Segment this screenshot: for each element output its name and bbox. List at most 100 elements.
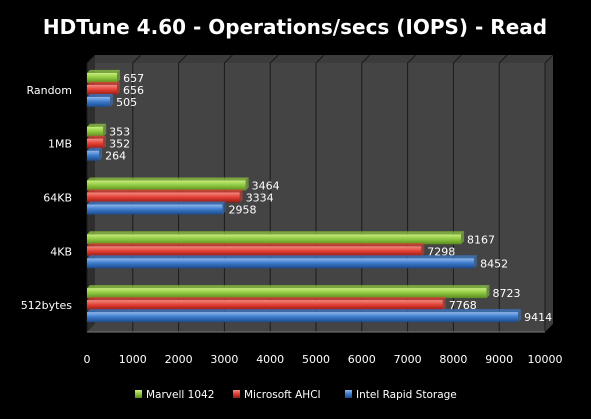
data-label: 8167 — [467, 233, 495, 246]
bar-top — [87, 201, 226, 205]
gridline-depth — [269, 54, 279, 64]
x-tick-label: 10000 — [528, 353, 563, 366]
data-label: 8452 — [480, 257, 508, 270]
bar-end — [461, 231, 465, 245]
bar — [87, 123, 107, 137]
bar-front — [87, 72, 118, 83]
y-category-label: 1MB — [48, 138, 72, 151]
x-tick-label: 6000 — [348, 353, 376, 366]
bar-front — [87, 246, 422, 257]
plot-area: 0 1000 2000 3000 4000 5000 6000 7000 8000 9000 100… — [21, 54, 563, 366]
bar-end — [518, 309, 522, 323]
bar-front — [87, 312, 519, 323]
gridline-depth — [544, 54, 554, 64]
data-label: 3334 — [246, 192, 274, 205]
bar-top — [87, 309, 522, 313]
x-tick-label: 9000 — [485, 353, 513, 366]
legend-label: Microsoft AHCI — [244, 389, 321, 401]
bar-front — [87, 150, 100, 161]
data-label: 656 — [123, 84, 144, 97]
bar — [87, 255, 478, 269]
bar-end — [103, 135, 107, 149]
chart-title: HDTune 4.60 - Operations/secs (IOPS) - R… — [43, 15, 547, 39]
bar-top — [87, 231, 465, 235]
bar-top — [87, 93, 114, 97]
y-category-label: 64KB — [43, 192, 72, 205]
bar-end — [222, 201, 226, 215]
data-label: 3464 — [252, 180, 280, 193]
bar-end — [117, 81, 121, 95]
x-tick-label: 3000 — [210, 353, 238, 366]
bar-end — [110, 93, 114, 107]
bar-front — [87, 288, 487, 299]
bar-front — [87, 192, 240, 203]
bar — [87, 201, 226, 215]
data-label: 657 — [123, 72, 144, 85]
bar-end — [117, 69, 121, 83]
bar — [87, 93, 114, 107]
gridline-depth — [407, 54, 416, 64]
data-label: 353 — [109, 126, 130, 139]
x-tick-label: 4000 — [256, 353, 284, 366]
bar-end — [474, 255, 478, 269]
bar-top — [87, 81, 121, 85]
x-tick-label: 2000 — [165, 353, 193, 366]
bar-top — [87, 177, 249, 181]
gridline-depth — [86, 54, 96, 64]
data-label: 7768 — [449, 299, 477, 312]
bar-end — [442, 297, 446, 311]
bar — [87, 309, 522, 323]
legend-item: Intel Rapid Storage — [345, 389, 457, 401]
legend: Marvell 1042 Microsoft AHCI Intel Rapid St… — [135, 389, 457, 401]
bar-top — [87, 189, 243, 193]
legend-label: Marvell 1042 — [146, 389, 214, 401]
bar — [87, 231, 465, 245]
bar-front — [87, 234, 462, 245]
gridline-depth — [178, 54, 187, 64]
bar — [87, 243, 425, 257]
bar — [87, 297, 446, 311]
bar-end — [421, 243, 425, 257]
bar-top — [87, 147, 103, 151]
bar-end — [486, 285, 490, 299]
data-label: 2958 — [228, 204, 256, 217]
bar — [87, 135, 107, 149]
data-label: 352 — [109, 138, 130, 151]
bar-front — [87, 300, 443, 311]
data-label: 7298 — [427, 245, 455, 258]
bar-top — [87, 243, 425, 247]
bar-top — [87, 135, 107, 139]
data-label: 9414 — [524, 311, 552, 324]
x-tick-label: 7000 — [394, 353, 422, 366]
bar-front — [87, 180, 246, 191]
gridline-depth — [132, 54, 142, 64]
bar — [87, 81, 121, 95]
bar-front — [87, 96, 111, 107]
bar — [87, 147, 103, 161]
bar-top — [87, 255, 478, 259]
bar-end — [245, 177, 249, 191]
x-tick-label: 5000 — [302, 353, 330, 366]
bar-top — [87, 69, 121, 73]
gridline-depth — [498, 54, 508, 64]
data-label: 505 — [116, 96, 137, 109]
gridline-depth — [361, 54, 371, 64]
data-label: 8723 — [493, 287, 521, 300]
bar-front — [87, 138, 104, 149]
x-tick-label: 1000 — [119, 353, 147, 366]
x-tick-label: 0 — [84, 353, 91, 366]
bar-end — [99, 147, 103, 161]
bar — [87, 69, 121, 83]
legend-item: Microsoft AHCI — [233, 389, 321, 401]
bar-top — [87, 297, 446, 301]
gridline-depth — [453, 54, 462, 64]
legend-swatch — [345, 390, 352, 398]
y-category-label: Random — [26, 84, 72, 97]
bar-end — [239, 189, 243, 203]
legend-label: Intel Rapid Storage — [356, 389, 457, 401]
y-category-label: 512bytes — [21, 299, 73, 312]
y-category-label: 4KB — [50, 245, 72, 258]
bar — [87, 285, 490, 299]
bar — [87, 189, 243, 203]
